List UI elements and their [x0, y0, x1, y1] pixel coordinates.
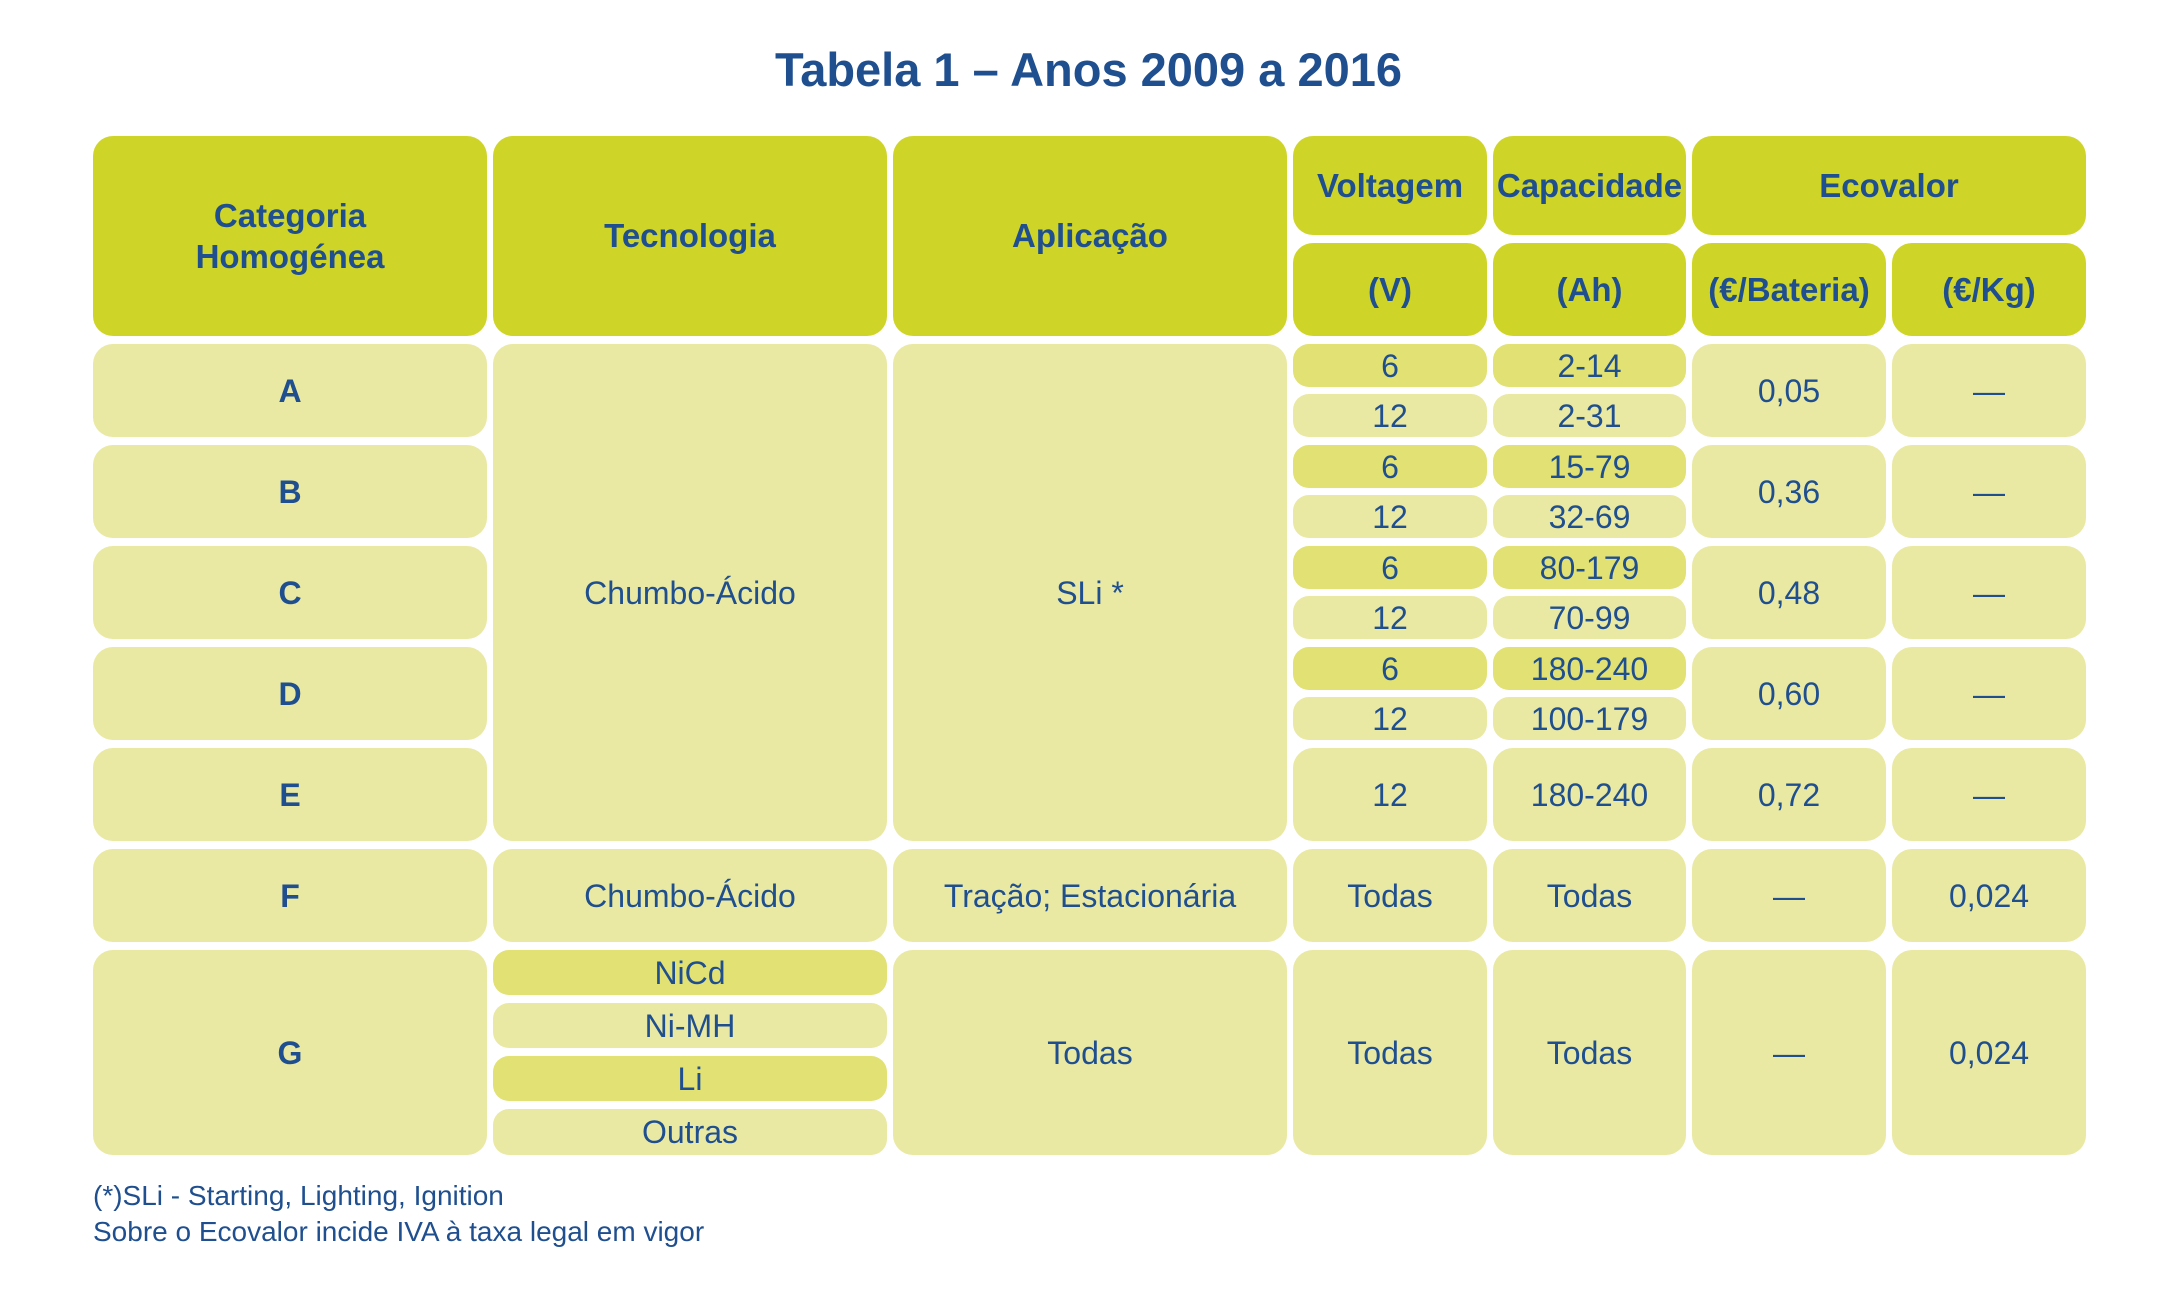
header-ecovalor: Ecovalor [1692, 136, 2086, 235]
capacidade-d-2: 100-179 [1493, 697, 1686, 740]
header-categoria: Categoria Homogénea [93, 136, 487, 336]
ecovalor-kg-a: — [1892, 344, 2086, 437]
header-ecovalor-kg: (€/Kg) [1892, 243, 2086, 336]
voltagem-c-2: 12 [1293, 596, 1487, 639]
tecnologia-ae: Chumbo-Ácido [493, 344, 887, 841]
voltagem-d-1: 6 [1293, 647, 1487, 690]
header-capacidade-unit: (Ah) [1493, 243, 1686, 336]
footnote-sli: (*)SLi - Starting, Lighting, Ignition [93, 1180, 504, 1211]
aplicacao-g: Todas [893, 950, 1287, 1155]
capacidade-a-1: 2-14 [1493, 344, 1686, 387]
category-e: E [93, 748, 487, 841]
header-aplicacao: Aplicação [893, 136, 1287, 336]
voltagem-d-2: 12 [1293, 697, 1487, 740]
category-f: F [93, 849, 487, 942]
voltagem-e: 12 [1293, 748, 1487, 841]
header-tecnologia: Tecnologia [493, 136, 887, 336]
tecnologia-g-nicd: NiCd [493, 950, 887, 995]
voltagem-a-1: 6 [1293, 344, 1487, 387]
capacidade-e: 180-240 [1493, 748, 1686, 841]
voltagem-f: Todas [1293, 849, 1487, 942]
ecovalor-kg-g: 0,024 [1892, 950, 2086, 1155]
tecnologia-g-nimh: Ni-MH [493, 1003, 887, 1048]
ecovalor-kg-e: — [1892, 748, 2086, 841]
category-c: C [93, 546, 487, 639]
header-capacidade: Capacidade [1493, 136, 1686, 235]
ecovalor-kg-b: — [1892, 445, 2086, 538]
category-a: A [93, 344, 487, 437]
capacidade-a-2: 2-31 [1493, 394, 1686, 437]
header-voltagem: Voltagem [1293, 136, 1487, 235]
capacidade-c-2: 70-99 [1493, 596, 1686, 639]
capacidade-b-2: 32-69 [1493, 495, 1686, 538]
tecnologia-g-outras: Outras [493, 1109, 887, 1155]
voltagem-c-1: 6 [1293, 546, 1487, 589]
capacidade-c-1: 80-179 [1493, 546, 1686, 589]
ecovalor-bateria-c: 0,48 [1692, 546, 1886, 639]
aplicacao-f: Tração; Estacionária [893, 849, 1287, 942]
voltagem-b-2: 12 [1293, 495, 1487, 538]
header-voltagem-unit: (V) [1293, 243, 1487, 336]
ecovalor-bateria-g: — [1692, 950, 1886, 1155]
tecnologia-f: Chumbo-Ácido [493, 849, 887, 942]
capacidade-b-1: 15-79 [1493, 445, 1686, 488]
voltagem-b-1: 6 [1293, 445, 1487, 488]
ecovalor-bateria-a: 0,05 [1692, 344, 1886, 437]
ecovalor-bateria-e: 0,72 [1692, 748, 1886, 841]
ecovalor-kg-c: — [1892, 546, 2086, 639]
ecovalor-kg-d: — [1892, 647, 2086, 740]
voltagem-g: Todas [1293, 950, 1487, 1155]
ecovalor-bateria-f: — [1692, 849, 1886, 942]
category-g: G [93, 950, 487, 1155]
table-title: Tabela 1 – Anos 2009 a 2016 [774, 43, 1403, 96]
aplicacao-ae: SLi * [893, 344, 1287, 841]
capacidade-f: Todas [1493, 849, 1686, 942]
voltagem-a-2: 12 [1293, 394, 1487, 437]
capacidade-d-1: 180-240 [1493, 647, 1686, 690]
tecnologia-g-li: Li [493, 1056, 887, 1101]
ecovalor-bateria-b: 0,36 [1692, 445, 1886, 538]
capacidade-g: Todas [1493, 950, 1686, 1155]
header-ecovalor-bateria: (€/Bateria) [1692, 243, 1886, 336]
ecovalor-kg-f: 0,024 [1892, 849, 2086, 942]
ecovalor-bateria-d: 0,60 [1692, 647, 1886, 740]
category-d: D [93, 647, 487, 740]
footnote-iva: Sobre o Ecovalor incide IVA à taxa legal… [93, 1216, 705, 1247]
category-b: B [93, 445, 487, 538]
footnotes: (*)SLi - Starting, Lighting, Ignition So… [93, 1178, 704, 1250]
